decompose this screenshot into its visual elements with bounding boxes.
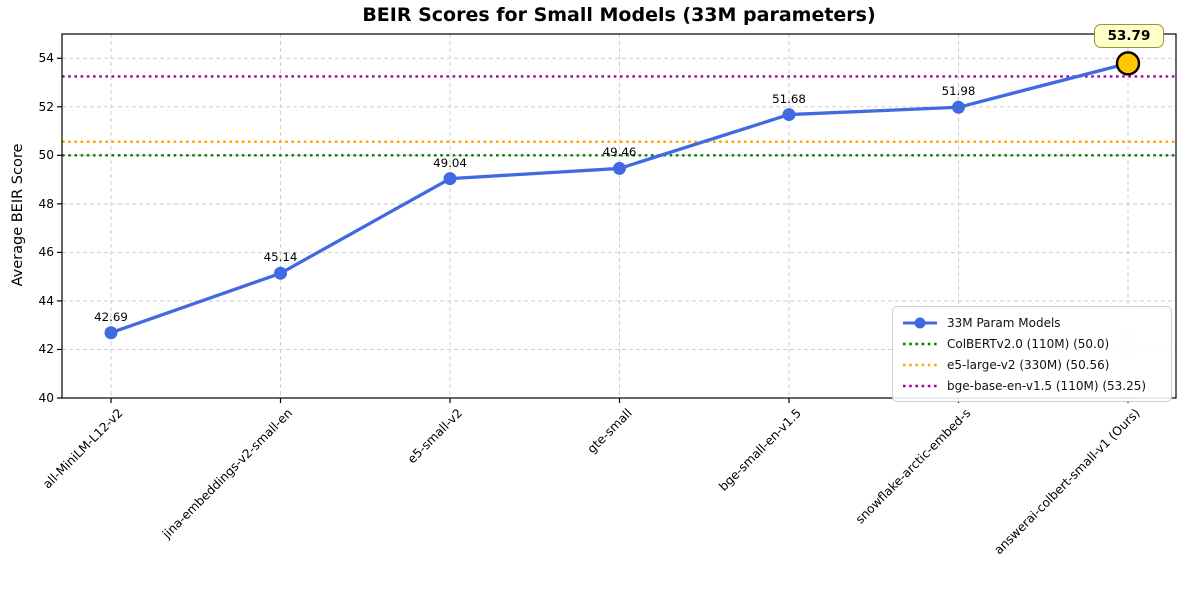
data-point-label: 45.14 xyxy=(263,250,298,265)
data-point-label: 49.46 xyxy=(602,145,637,160)
legend-label: 33M Param Models xyxy=(947,315,1061,330)
legend-label: ColBERTv2.0 (110M) (50.0) xyxy=(947,336,1110,351)
legend-dotted-swatch xyxy=(903,363,937,366)
data-point-label: 51.68 xyxy=(772,91,806,106)
data-point-marker xyxy=(613,161,626,175)
legend-dotted-swatch xyxy=(903,342,937,345)
legend-dotted-swatch xyxy=(903,384,937,387)
y-tick-label: 50 xyxy=(38,148,54,163)
y-tick-label: 40 xyxy=(38,391,54,405)
legend-label: bge-base-en-v1.5 (110M) (53.25) xyxy=(947,378,1147,393)
y-tick-label: 54 xyxy=(38,51,54,66)
legend-item: bge-base-en-v1.5 (110M) (53.25) xyxy=(899,375,1165,396)
data-point-label: 49.04 xyxy=(433,155,467,170)
y-tick-label: 46 xyxy=(38,245,54,260)
legend-item: ColBERTv2.0 (110M) (50.0) xyxy=(899,333,1165,354)
legend-line-marker-swatch xyxy=(903,317,937,328)
highlight-marker xyxy=(1115,51,1141,76)
data-point-label: 51.98 xyxy=(941,84,976,99)
legend-item: e5-large-v2 (330M) (50.56) xyxy=(899,354,1165,375)
data-point-marker xyxy=(782,108,796,122)
data-point-marker xyxy=(952,100,965,114)
data-point-marker xyxy=(104,326,118,340)
y-tick-label: 44 xyxy=(38,293,54,308)
data-point-marker xyxy=(274,266,287,280)
legend: 33M Param Models ColBERTv2.0 (110M) (50.0… xyxy=(892,306,1172,402)
y-tick-label: 48 xyxy=(38,196,54,211)
data-point-marker xyxy=(443,172,457,186)
chart-title: BEIR Scores for Small Models (33M parame… xyxy=(362,4,876,26)
legend-label: e5-large-v2 (330M) (50.56) xyxy=(947,357,1110,372)
data-point-label: 42.69 xyxy=(94,309,128,324)
y-tick-label: 52 xyxy=(38,99,54,114)
highlight-annotation: 53.79 xyxy=(1094,24,1164,48)
legend-item: 33M Param Models xyxy=(899,312,1165,333)
y-tick-label: 42 xyxy=(38,342,54,357)
